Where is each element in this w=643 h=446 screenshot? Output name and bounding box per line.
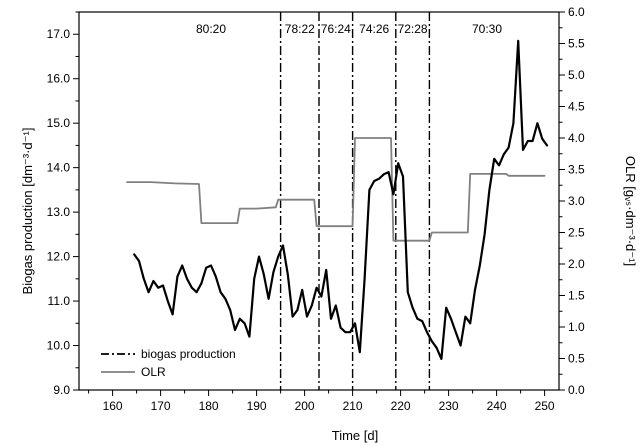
y-left-tick-label: 17.0 [47, 27, 71, 41]
phase-label: 72:28 [398, 22, 428, 36]
phase-boundaries [279, 12, 431, 390]
x-tick-label: 200 [295, 399, 315, 413]
y-left-tick-label: 9.0 [53, 383, 70, 397]
phase-label: 80:20 [196, 22, 226, 36]
y-right-tick-label: 1.5 [568, 289, 585, 303]
x-tick-label: 170 [151, 399, 171, 413]
phase-label: 70:30 [472, 22, 502, 36]
y-left-tick-label: 16.0 [47, 72, 71, 86]
y-right-tick-label: 3.0 [568, 194, 585, 208]
y-right-tick-label: 2.5 [568, 226, 585, 240]
series-line-biogas [133, 39, 549, 360]
y-left-tick-label: 13.0 [47, 205, 71, 219]
y-right-tick-label: 3.5 [568, 163, 585, 177]
series-line-olr [126, 137, 546, 242]
y-right-tick-label: 5.0 [568, 68, 585, 82]
y-left-tick-label: 14.0 [47, 161, 71, 175]
legend: biogas production OLR [101, 347, 236, 379]
phase-label: 74:26 [359, 22, 389, 36]
y-axis-right-label: OLR [gᵥₛ·dm⁻³·d⁻¹] [623, 156, 638, 266]
legend-label: biogas production [141, 347, 236, 361]
y-right-tick-label: 0.0 [568, 383, 585, 397]
y-right-tick-label: 6.0 [568, 5, 585, 19]
y-right-tick-label: 0.5 [568, 352, 585, 366]
x-tick-label: 230 [439, 399, 459, 413]
axes: 160 170 180 190 200 210 220 230 240 250 9.0 10.0 11.… [47, 5, 585, 413]
x-tick-label: 210 [343, 399, 363, 413]
series-layer [126, 39, 549, 360]
y-right-tick-label: 4.0 [568, 131, 585, 145]
y-left-tick-label: 15.0 [47, 116, 71, 130]
y-right-tick-label: 2.0 [568, 257, 585, 271]
y-left-tick-label: 10.0 [47, 339, 71, 353]
x-tick-label: 180 [199, 399, 219, 413]
y-left-tick-label: 12.0 [47, 250, 71, 264]
x-tick-label: 190 [247, 399, 267, 413]
y-right-tick-label: 1.0 [568, 320, 585, 334]
x-axis-label: Time [d] [332, 428, 378, 443]
y-axis-left-label: Biogas production [dm⁻³·d⁻¹] [20, 128, 35, 295]
legend-label: OLR [141, 365, 166, 379]
phase-labels: 80:20 78:22 76:24 74:26 72:28 70:30 [196, 22, 502, 36]
x-tick-label: 220 [391, 399, 411, 413]
phase-label: 78:22 [285, 22, 315, 36]
y-left-tick-label: 11.0 [48, 294, 71, 308]
y-right-tick-label: 5.5 [568, 37, 585, 51]
x-tick-label: 250 [535, 399, 555, 413]
x-tick-label: 240 [487, 399, 507, 413]
x-tick-label: 160 [103, 399, 123, 413]
y-right-tick-label: 4.5 [568, 100, 585, 114]
phase-label: 76:24 [321, 22, 351, 36]
